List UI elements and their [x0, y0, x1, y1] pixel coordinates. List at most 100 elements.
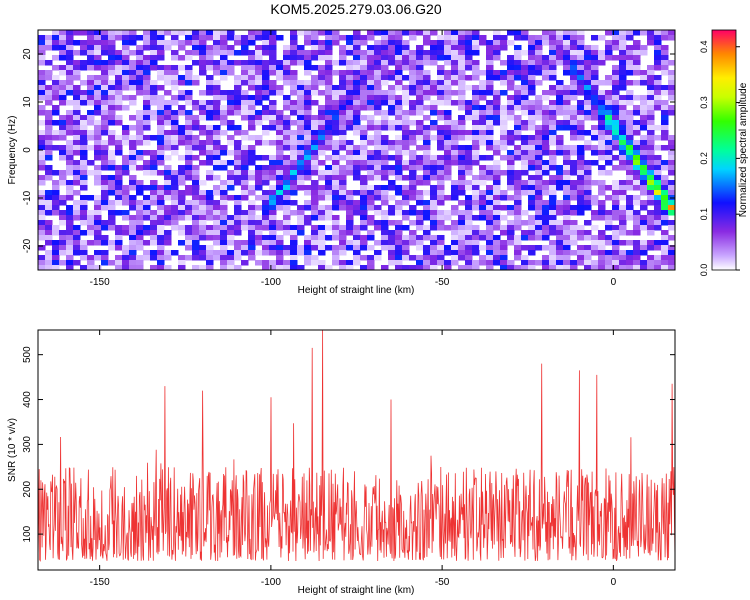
heatmap-cell	[472, 135, 480, 141]
heatmap-cell	[626, 80, 634, 86]
heatmap-cell	[556, 105, 564, 111]
heatmap-cell	[269, 215, 277, 221]
heatmap-cell	[591, 80, 599, 86]
heatmap-cell	[206, 195, 214, 201]
heatmap-cell	[178, 140, 186, 146]
heatmap-cell	[52, 190, 60, 196]
y-tick-label: 0	[22, 147, 33, 153]
heatmap-cell	[234, 85, 242, 91]
heatmap-cell	[220, 145, 228, 151]
heatmap-cell	[598, 180, 606, 186]
heatmap-cell	[395, 50, 403, 56]
heatmap-cell	[514, 45, 522, 51]
heatmap-cell	[283, 205, 291, 211]
heatmap-cell	[143, 65, 151, 71]
heatmap-cell	[325, 65, 333, 71]
heatmap-cell	[304, 100, 312, 106]
heatmap-cell	[430, 135, 438, 141]
heatmap-cell	[269, 110, 277, 116]
heatmap-cell	[542, 95, 550, 101]
heatmap-cell	[374, 210, 382, 216]
heatmap-cell	[549, 205, 557, 211]
heatmap-cell	[157, 50, 165, 56]
heatmap-cell	[556, 90, 564, 96]
heatmap-cell	[157, 95, 165, 101]
heatmap-cell	[514, 185, 522, 191]
heatmap-cell	[87, 230, 95, 236]
heatmap-cell	[73, 160, 81, 166]
heatmap-cell	[66, 260, 74, 266]
heatmap-cell	[514, 130, 522, 136]
heatmap-cell	[423, 190, 431, 196]
heatmap-cell	[304, 60, 312, 66]
heatmap-cell	[234, 50, 242, 56]
heatmap-cell	[241, 150, 249, 156]
heatmap-cell	[409, 75, 417, 81]
heatmap-cell	[157, 185, 165, 191]
heatmap-cell	[255, 140, 263, 146]
heatmap-cell	[409, 170, 417, 176]
x-tick-label: -150	[90, 577, 110, 588]
heatmap-cell	[430, 110, 438, 116]
heatmap-cell	[227, 105, 235, 111]
heatmap-cell	[654, 220, 662, 226]
heatmap-cell	[136, 70, 144, 76]
heatmap-cell	[521, 190, 529, 196]
heatmap-cell	[507, 65, 515, 71]
heatmap-cell	[199, 35, 207, 41]
heatmap-cell	[213, 210, 221, 216]
heatmap-cell	[276, 255, 284, 261]
heatmap-cell	[416, 220, 424, 226]
heatmap-cell	[38, 55, 46, 61]
heatmap-cell	[234, 155, 242, 161]
heatmap-cell	[430, 160, 438, 166]
heatmap-cell	[633, 120, 641, 126]
heatmap-cell	[178, 175, 186, 181]
heatmap-cell	[276, 235, 284, 241]
heatmap-cell	[115, 230, 123, 236]
heatmap-cell	[395, 200, 403, 206]
heatmap-cell	[311, 80, 319, 86]
heatmap-cell	[346, 75, 354, 81]
heatmap-cell	[360, 150, 368, 156]
heatmap-cell	[59, 50, 67, 56]
heatmap-cell	[129, 155, 137, 161]
heatmap-cell	[297, 215, 305, 221]
heatmap-cell	[66, 65, 74, 71]
heatmap-cell	[290, 60, 298, 66]
heatmap-cell	[563, 50, 571, 56]
heatmap-cell	[318, 115, 326, 121]
heatmap-cell	[514, 90, 522, 96]
heatmap-cell	[248, 35, 256, 41]
heatmap-cell	[535, 60, 543, 66]
heatmap-cell	[255, 90, 263, 96]
heatmap-cell	[486, 135, 494, 141]
heatmap-cell	[283, 140, 291, 146]
heatmap-cell	[360, 215, 368, 221]
heatmap-cell	[367, 165, 375, 171]
heatmap-cell	[521, 235, 529, 241]
heatmap-cell	[290, 40, 298, 46]
heatmap-cell	[668, 75, 675, 81]
heatmap-cell	[402, 90, 410, 96]
heatmap-cell	[577, 205, 585, 211]
heatmap-cell	[661, 205, 669, 211]
heatmap-cell	[367, 190, 375, 196]
heatmap-cell	[59, 235, 67, 241]
heatmap-cell	[122, 265, 130, 270]
heatmap-cell	[402, 175, 410, 181]
heatmap-cell	[598, 260, 606, 266]
heatmap-cell	[80, 140, 88, 146]
heatmap-cell	[444, 225, 452, 231]
heatmap-cell	[241, 50, 249, 56]
heatmap-cell	[136, 265, 144, 270]
heatmap-cell	[416, 75, 424, 81]
heatmap-cell	[262, 190, 270, 196]
heatmap-cell	[297, 105, 305, 111]
heatmap-cell	[598, 170, 606, 176]
heatmap-cell	[528, 225, 536, 231]
heatmap-cell	[115, 65, 123, 71]
heatmap-cell	[521, 70, 529, 76]
heatmap-cell	[80, 130, 88, 136]
heatmap-cell	[668, 180, 675, 186]
